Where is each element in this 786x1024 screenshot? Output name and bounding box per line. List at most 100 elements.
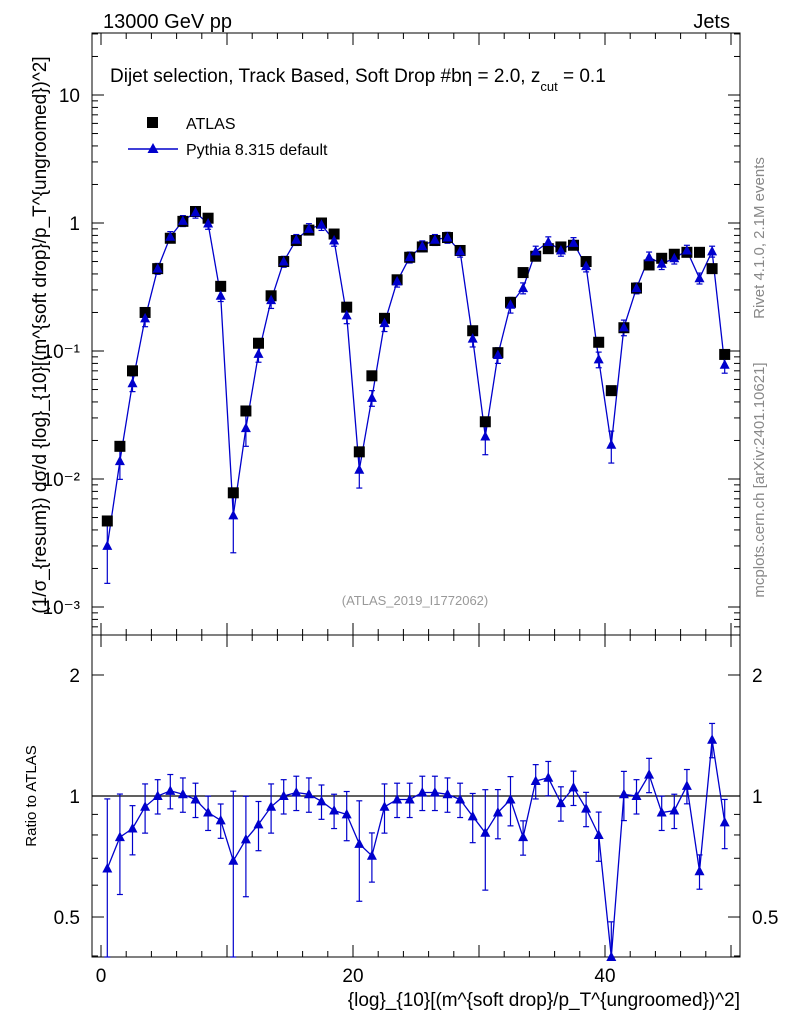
pythia-data-point bbox=[518, 282, 529, 293]
pythia-data-point bbox=[455, 245, 466, 256]
atlas-data-point bbox=[706, 263, 718, 275]
pythia-data-point bbox=[341, 309, 352, 320]
atlas-data-point bbox=[328, 228, 340, 240]
ratio-data-point bbox=[291, 787, 302, 797]
ratio-data-point bbox=[467, 810, 478, 821]
ratio-data-point bbox=[354, 838, 365, 848]
atlas-data-point bbox=[101, 515, 113, 527]
x-tick-labels: 0 20 40 bbox=[96, 966, 616, 987]
pythia-data-point bbox=[669, 252, 680, 263]
ytick-label-10: 10 bbox=[59, 86, 80, 107]
pythia-data-point bbox=[329, 234, 340, 245]
ratio-data-point bbox=[341, 808, 352, 819]
atlas-data-point bbox=[215, 280, 227, 292]
pythia-data-point bbox=[114, 455, 125, 466]
ratio-ytick-label-1-right: 1 bbox=[752, 787, 763, 808]
pythia-data-point bbox=[404, 251, 415, 262]
ratio-plot-marks bbox=[92, 722, 740, 961]
ratio-ytick-label-0p5: 0.5 bbox=[54, 908, 80, 929]
pythia-data-point bbox=[253, 348, 264, 358]
pythia-data-point bbox=[707, 245, 718, 256]
main-y-tick-labels: 10 1 10⁻¹ 10⁻² 10⁻³ bbox=[43, 86, 81, 619]
pythia-data-point bbox=[644, 251, 655, 262]
pythia-data-point bbox=[429, 234, 440, 244]
pythia-data-point bbox=[316, 219, 327, 229]
pythia-data-point bbox=[303, 223, 314, 233]
pythia-data-point bbox=[266, 294, 277, 305]
pythia-data-point bbox=[278, 256, 289, 266]
pythia-data-point bbox=[366, 392, 377, 402]
ratio-data-point bbox=[266, 801, 277, 811]
atlas-data-point bbox=[253, 337, 264, 349]
pythia-data-point bbox=[417, 240, 428, 251]
ratio-data-point bbox=[102, 863, 113, 873]
pythia-data-point bbox=[694, 272, 705, 283]
atlas-data-point bbox=[240, 405, 252, 417]
header-jets-label: Jets bbox=[693, 11, 730, 33]
atlas-data-point bbox=[127, 365, 138, 377]
atlas-data-point bbox=[719, 348, 731, 360]
pythia-data-point bbox=[177, 215, 188, 225]
ratio-ytick-label-2: 2 bbox=[69, 666, 80, 687]
ratio-data-point bbox=[278, 790, 289, 800]
pythia-data-point bbox=[543, 236, 554, 247]
ratio-y-axis-label: Ratio to ATLAS bbox=[23, 745, 40, 846]
pythia-data-point bbox=[568, 237, 579, 247]
ratio-data-point bbox=[581, 803, 592, 813]
pythia-data-point bbox=[140, 312, 151, 323]
pythia-data-point bbox=[530, 245, 541, 256]
legend: ATLAS Pythia 8.315 default bbox=[128, 116, 328, 159]
mcplots-label: mcplots.cern.ch [arXiv:2401.10621] bbox=[751, 362, 768, 597]
legend-pythia-label: Pythia 8.315 default bbox=[186, 142, 328, 159]
ratio-data-point bbox=[190, 794, 201, 804]
pythia-data-point bbox=[240, 422, 251, 433]
ratio-data-point bbox=[429, 787, 440, 797]
main-plot-marks bbox=[101, 205, 731, 584]
xtick-label-20: 20 bbox=[342, 966, 363, 987]
pythia-data-point bbox=[593, 353, 604, 364]
legend-pythia-marker bbox=[147, 143, 159, 153]
pythia-data-point bbox=[442, 232, 453, 242]
ratio-data-point bbox=[215, 814, 226, 825]
legend-atlas-label: ATLAS bbox=[186, 116, 236, 133]
pythia-data-point bbox=[606, 439, 617, 449]
ratio-data-point bbox=[492, 806, 503, 817]
atlas-data-point bbox=[139, 306, 151, 318]
pythia-data-point bbox=[291, 234, 302, 244]
pythia-data-point bbox=[190, 206, 201, 217]
ratio-data-point bbox=[480, 827, 491, 837]
pythia-data-point bbox=[127, 377, 138, 388]
pythia-data-point bbox=[631, 282, 642, 293]
pythia-data-point bbox=[379, 317, 390, 328]
atlas-data-point bbox=[517, 267, 529, 279]
main-y-axis-label: (1/σ_{resum}) dσ/d {log}_{10}[(m^{soft d… bbox=[30, 56, 51, 613]
ratio-data-point bbox=[240, 833, 251, 844]
pythia-data-point bbox=[681, 244, 692, 255]
ratio-data-point bbox=[379, 801, 390, 811]
analysis-id-label: (ATLAS_2019_I1772062) bbox=[342, 593, 488, 608]
ratio-data-point bbox=[316, 795, 327, 806]
ratio-data-point bbox=[644, 769, 655, 779]
ytick-label-0p1: 10⁻¹ bbox=[43, 342, 81, 363]
atlas-data-point bbox=[694, 246, 705, 258]
legend-atlas-marker bbox=[147, 117, 158, 128]
ytick-label-0p001: 10⁻³ bbox=[43, 598, 81, 619]
atlas-data-point bbox=[593, 336, 605, 348]
ratio-data-point bbox=[165, 785, 176, 795]
atlas-data-point bbox=[605, 385, 617, 397]
pythia-data-point bbox=[719, 359, 730, 369]
ratio-y-tick-labels: 2 1 0.5 2 1 0.5 bbox=[54, 666, 779, 929]
header-energy-label: 13000 GeV pp bbox=[103, 11, 232, 33]
atlas-data-point bbox=[643, 259, 655, 271]
ratio-data-point bbox=[455, 794, 466, 804]
ratio-data-point bbox=[593, 829, 604, 839]
ytick-label-0p01: 10⁻² bbox=[43, 470, 81, 491]
pythia-series-line bbox=[106, 211, 726, 546]
ratio-data-point bbox=[656, 806, 667, 817]
pythia-data-point bbox=[480, 430, 491, 441]
ratio-data-point bbox=[228, 855, 239, 865]
ratio-ytick-label-1: 1 bbox=[69, 787, 80, 808]
ratio-series-line bbox=[106, 739, 726, 958]
ratio-data-point bbox=[366, 850, 377, 860]
